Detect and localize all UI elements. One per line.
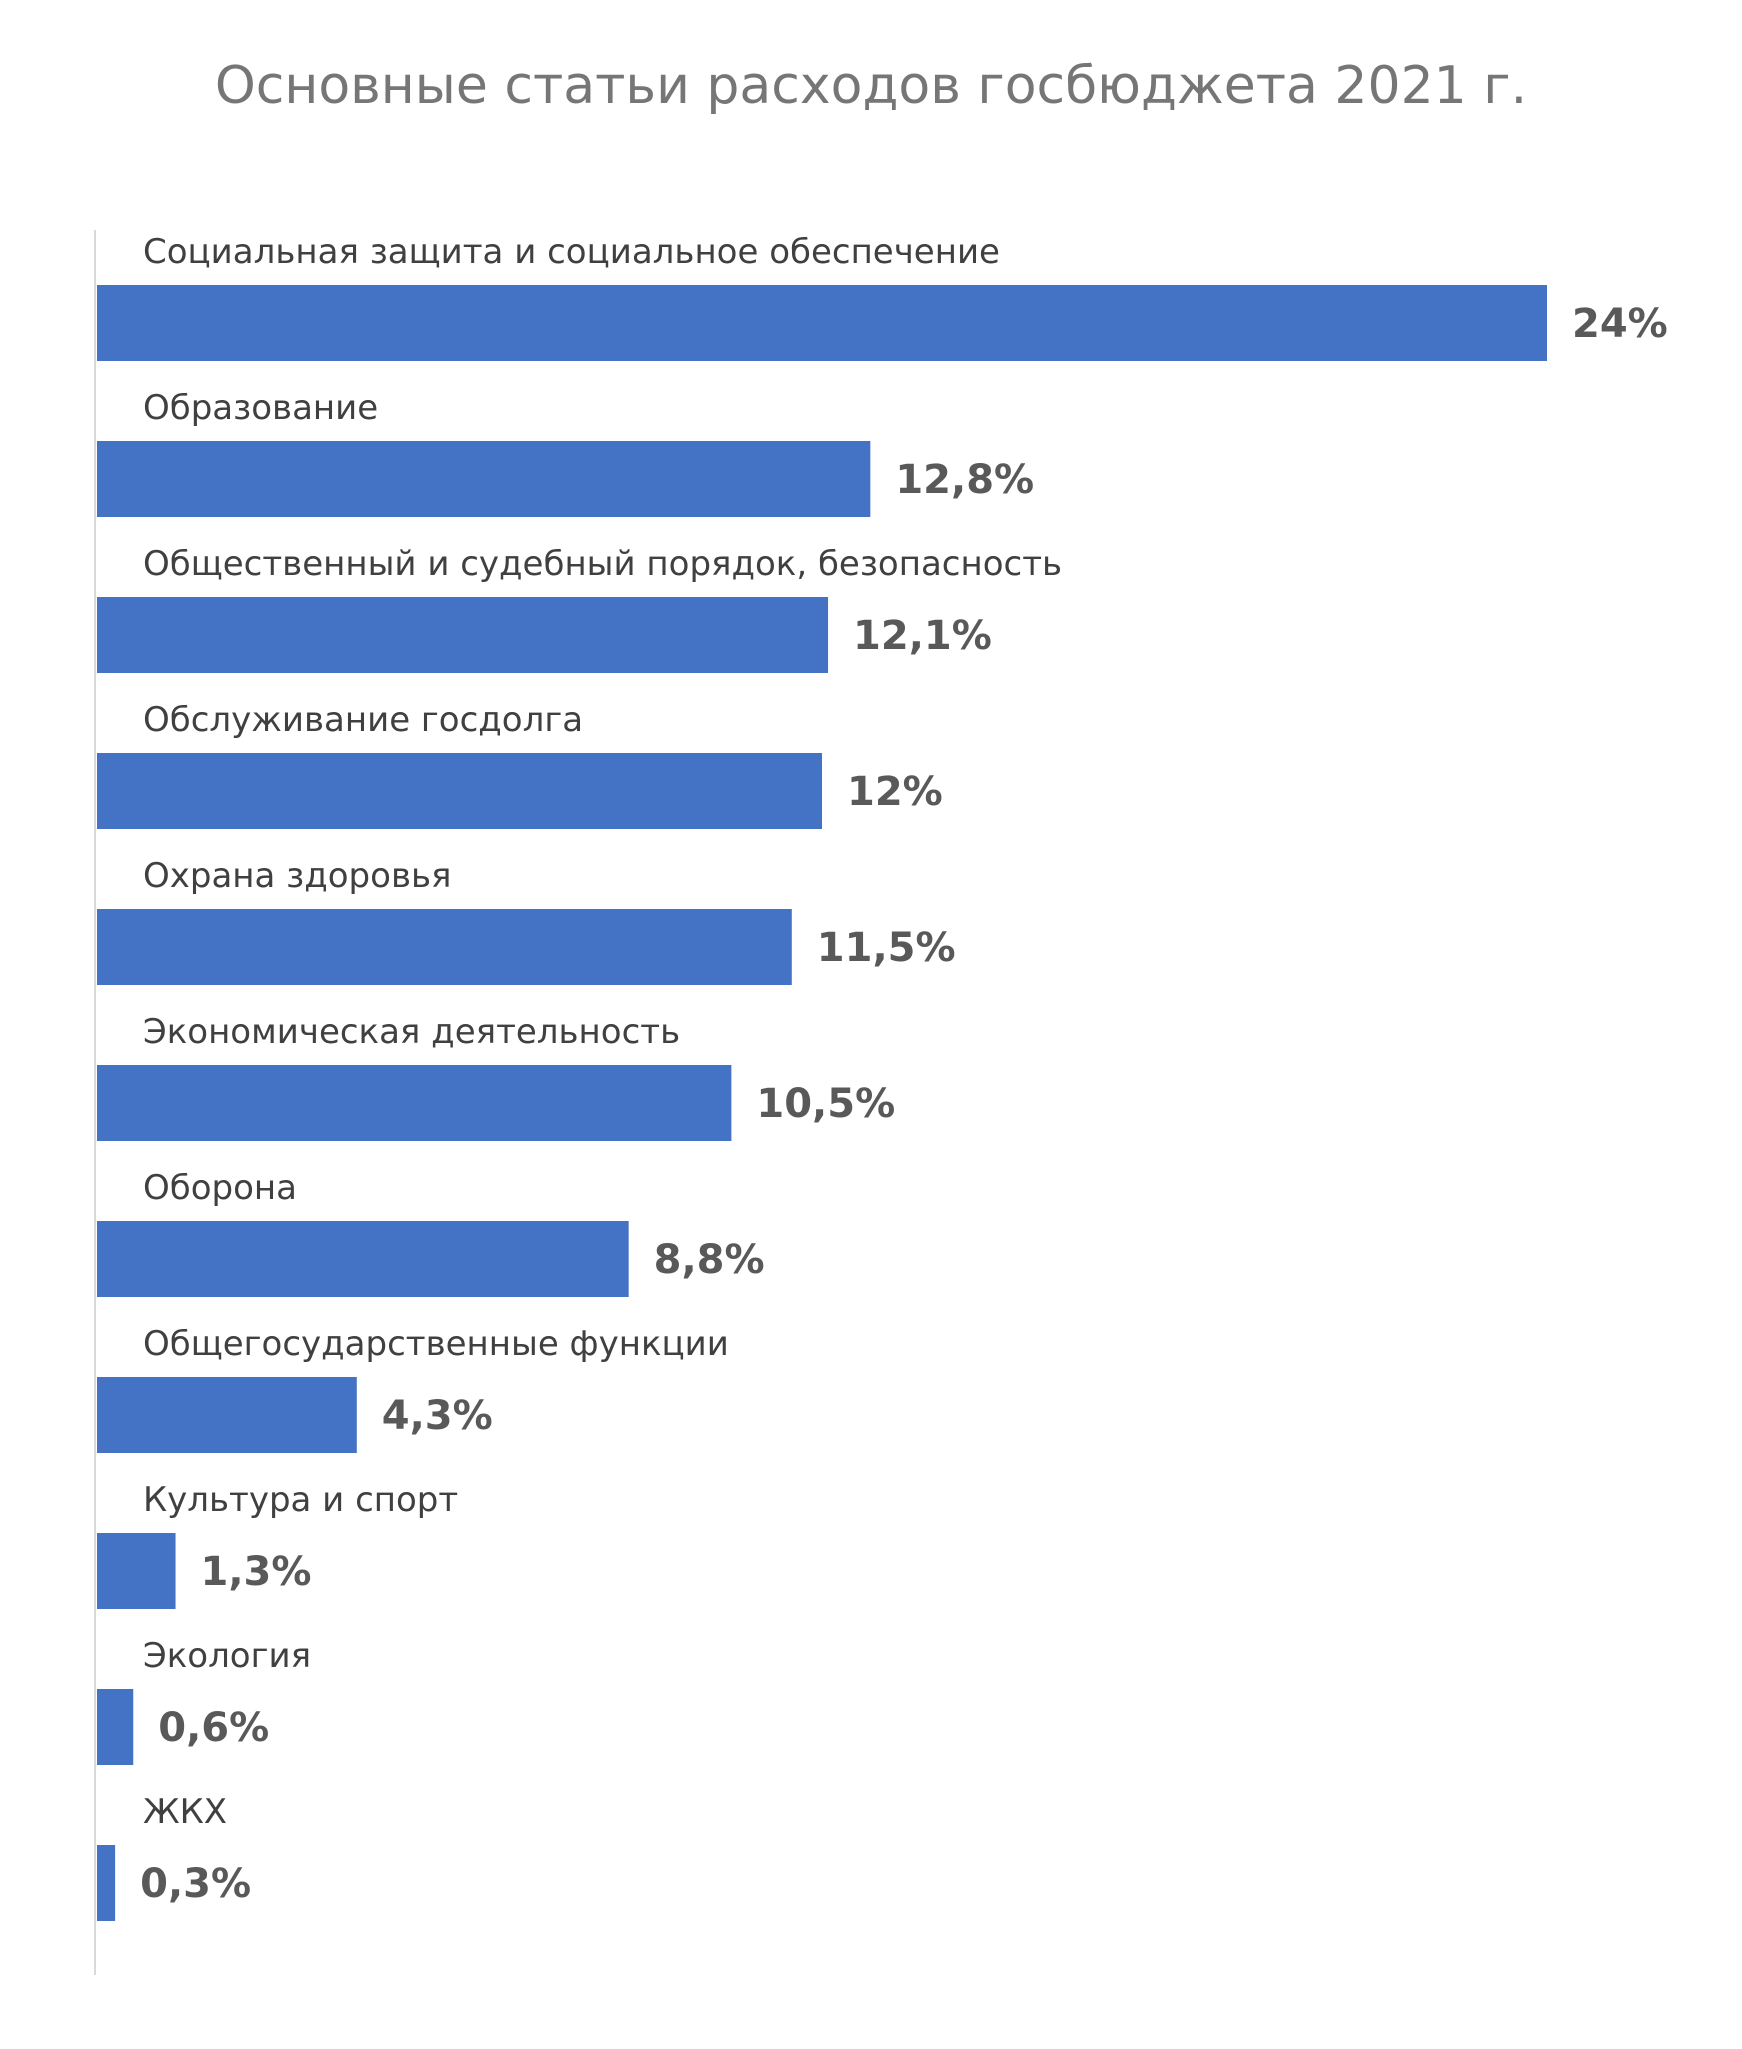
category-label: Обслуживание госдолга — [143, 700, 583, 740]
data-label: 1,3% — [201, 1549, 312, 1595]
category-label: Охрана здоровья — [143, 856, 451, 896]
bar — [97, 1845, 116, 1921]
category-label: Общественный и судебный порядок, безопас… — [143, 544, 1062, 584]
data-label: 12,1% — [853, 613, 992, 659]
bar — [97, 1533, 176, 1609]
bar — [97, 1065, 732, 1141]
category-label: Общегосударственные функции — [143, 1324, 729, 1364]
category-label: Образование — [143, 388, 378, 428]
category-label: Культура и спорт — [143, 1480, 458, 1520]
data-label: 10,5% — [756, 1081, 895, 1127]
chart-title: Основные статьи расходов госбюджета 2021… — [215, 56, 1527, 116]
bar — [97, 753, 822, 829]
data-label: 0,6% — [158, 1705, 269, 1751]
category-label: Социальная защита и социальное обеспечен… — [143, 232, 1000, 272]
data-label: 8,8% — [654, 1237, 765, 1283]
category-label: Экология — [143, 1636, 311, 1676]
bar — [97, 1377, 357, 1453]
data-label: 12,8% — [895, 457, 1034, 503]
bar — [97, 1689, 134, 1765]
data-label: 4,3% — [382, 1393, 493, 1439]
data-label: 12% — [847, 769, 943, 815]
category-label: Экономическая деятельность — [143, 1012, 680, 1052]
data-label: 0,3% — [140, 1861, 251, 1907]
data-label: 24% — [1572, 301, 1668, 347]
bar — [97, 441, 871, 517]
category-label: Оборона — [143, 1168, 297, 1208]
data-label: 11,5% — [817, 925, 956, 971]
bar — [97, 909, 792, 985]
bar — [97, 285, 1547, 361]
bars-group: Социальная защита и социальное обеспечен… — [97, 232, 1668, 1921]
bar — [97, 1221, 629, 1297]
bar — [97, 597, 829, 673]
category-label: ЖКХ — [143, 1792, 227, 1832]
